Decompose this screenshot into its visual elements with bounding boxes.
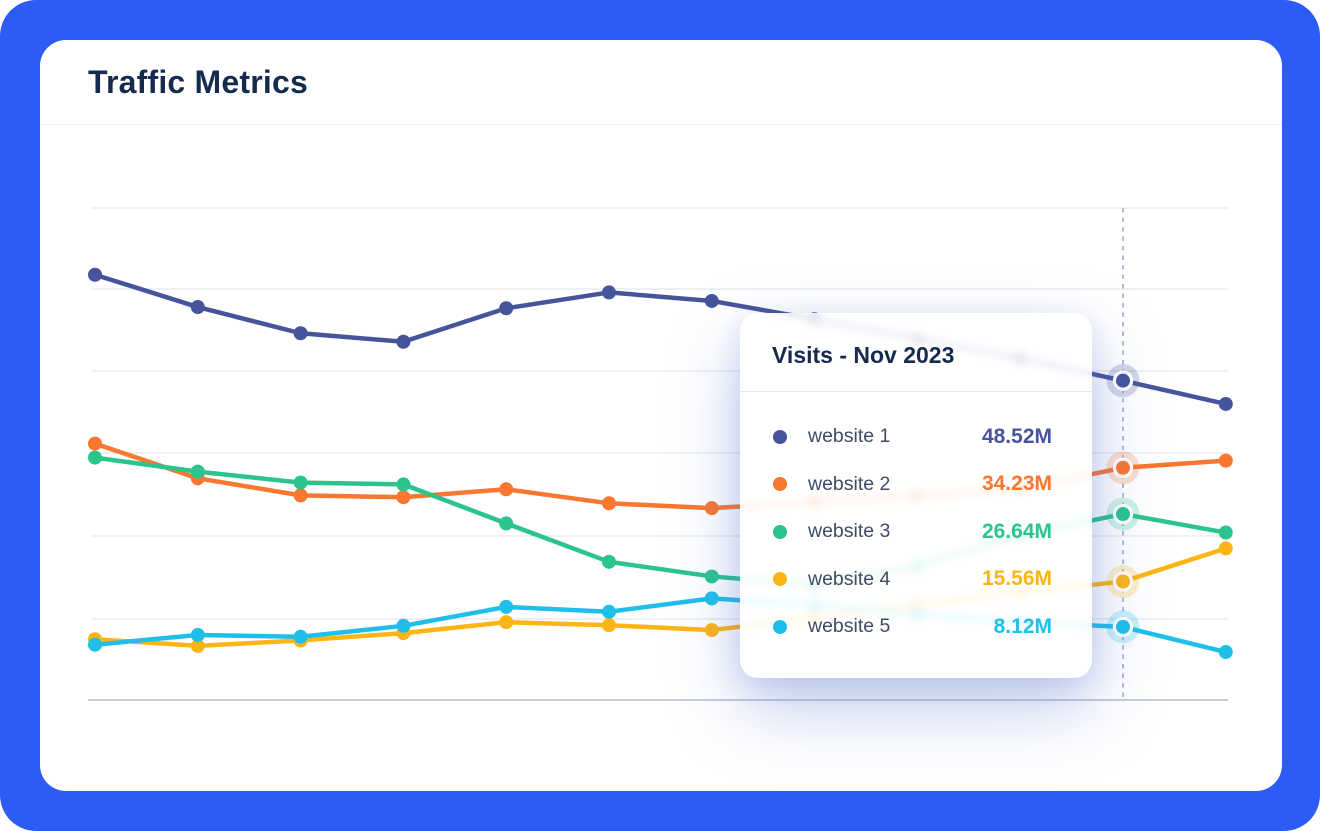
data-point-website-1[interactable] — [1218, 396, 1233, 411]
tooltip-title: Visits - Nov 2023 — [772, 342, 955, 368]
series-color-dot-icon — [773, 572, 787, 587]
tooltip-series-label: website 2 — [808, 472, 891, 495]
data-point-website-3[interactable] — [1218, 525, 1233, 540]
tooltip-row: website 3 26.64M — [773, 508, 1052, 556]
highlighted-data-point-website-1[interactable] — [1116, 373, 1130, 388]
tooltip-row: website 2 34.23M — [773, 461, 1052, 509]
data-point-website-5[interactable] — [499, 599, 514, 614]
data-point-website-1[interactable] — [499, 301, 514, 316]
data-point-website-5[interactable] — [1218, 645, 1233, 660]
traffic-line-chart[interactable] — [40, 125, 1282, 791]
data-point-website-2[interactable] — [396, 490, 411, 505]
data-point-website-2[interactable] — [602, 496, 616, 511]
data-point-website-2[interactable] — [293, 488, 308, 503]
data-point-website-3[interactable] — [704, 569, 719, 584]
data-point-website-2[interactable] — [499, 482, 514, 497]
tooltip-series-label: website 4 — [808, 567, 891, 590]
data-point-website-1[interactable] — [293, 326, 308, 341]
tooltip-series-value: 26.64M — [981, 519, 1052, 543]
tooltip-series-value: 15.56M — [981, 567, 1052, 591]
tooltip-series-value: 34.23M — [981, 472, 1052, 496]
data-point-website-3[interactable] — [190, 464, 205, 479]
data-point-website-1[interactable] — [602, 285, 616, 300]
series-color-dot-icon — [773, 477, 787, 492]
data-point-website-3[interactable] — [499, 516, 514, 531]
tooltip-series-label: website 1 — [808, 425, 891, 448]
series-color-dot-icon — [773, 524, 787, 539]
data-point-website-4[interactable] — [499, 615, 514, 630]
series-color-dot-icon — [773, 619, 787, 634]
data-point-website-3[interactable] — [602, 554, 616, 569]
card-header: Traffic Metrics — [40, 40, 1282, 125]
page-title: Traffic Metrics — [88, 63, 308, 100]
data-point-website-4[interactable] — [1218, 541, 1233, 556]
data-point-website-5[interactable] — [396, 618, 411, 633]
highlighted-data-point-website-4[interactable] — [1116, 574, 1130, 589]
data-point-website-1[interactable] — [88, 267, 102, 282]
chart-tooltip: Visits - Nov 2023 website 1 48.52M website… — [740, 313, 1092, 678]
data-point-website-1[interactable] — [190, 300, 205, 315]
tooltip-series-label: website 5 — [808, 615, 891, 638]
series-color-dot-icon — [773, 429, 787, 444]
tooltip-divider — [740, 391, 1092, 392]
data-point-website-4[interactable] — [704, 623, 719, 638]
tooltip-series-value: 48.52M — [981, 424, 1052, 448]
traffic-metrics-card: Traffic Metrics Visits - Nov 2023 websit… — [40, 40, 1282, 791]
data-point-website-1[interactable] — [704, 293, 719, 308]
data-point-website-3[interactable] — [88, 450, 102, 465]
tooltip-series-label: website 3 — [808, 520, 891, 543]
data-point-website-5[interactable] — [293, 629, 308, 644]
highlighted-data-point-website-3[interactable] — [1116, 507, 1130, 522]
highlighted-data-point-website-5[interactable] — [1116, 619, 1130, 634]
data-point-website-3[interactable] — [293, 475, 308, 490]
tooltip-row: website 1 48.52M — [773, 413, 1052, 461]
data-point-website-2[interactable] — [704, 501, 719, 516]
data-point-website-5[interactable] — [602, 604, 616, 619]
tooltip-row: website 4 15.56M — [773, 556, 1052, 604]
data-point-website-2[interactable] — [88, 436, 102, 451]
data-point-website-4[interactable] — [190, 638, 205, 653]
data-point-website-5[interactable] — [88, 637, 102, 652]
data-point-website-5[interactable] — [704, 591, 719, 606]
tooltip-row: website 5 8.12M — [773, 603, 1052, 651]
chart-area: Visits - Nov 2023 website 1 48.52M website… — [40, 125, 1282, 791]
tooltip-series-value: 8.12M — [993, 614, 1052, 638]
data-point-website-1[interactable] — [396, 334, 411, 349]
data-point-website-4[interactable] — [602, 618, 616, 633]
data-point-website-2[interactable] — [1218, 453, 1233, 468]
data-point-website-5[interactable] — [190, 627, 205, 642]
tooltip-legend: website 1 48.52M website 2 34.23M website 3 2… — [740, 392, 1092, 651]
highlighted-data-point-website-2[interactable] — [1116, 460, 1130, 475]
data-point-website-3[interactable] — [396, 477, 411, 492]
